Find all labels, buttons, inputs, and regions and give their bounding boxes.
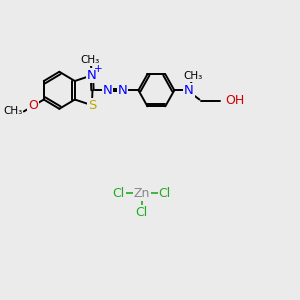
Text: Zn: Zn bbox=[134, 187, 150, 200]
Text: N: N bbox=[87, 69, 97, 82]
Text: N: N bbox=[118, 84, 128, 97]
Text: CH₃: CH₃ bbox=[3, 106, 22, 116]
Text: CH₃: CH₃ bbox=[184, 71, 203, 81]
Text: S: S bbox=[88, 99, 96, 112]
Text: Cl: Cl bbox=[112, 187, 125, 200]
Text: OH: OH bbox=[226, 94, 245, 107]
Text: CH₃: CH₃ bbox=[81, 55, 100, 65]
Text: N: N bbox=[184, 84, 194, 97]
Text: Cl: Cl bbox=[159, 187, 171, 200]
Text: N: N bbox=[103, 84, 112, 97]
Text: +: + bbox=[94, 64, 103, 74]
Text: Cl: Cl bbox=[136, 206, 148, 219]
Text: O: O bbox=[28, 99, 38, 112]
